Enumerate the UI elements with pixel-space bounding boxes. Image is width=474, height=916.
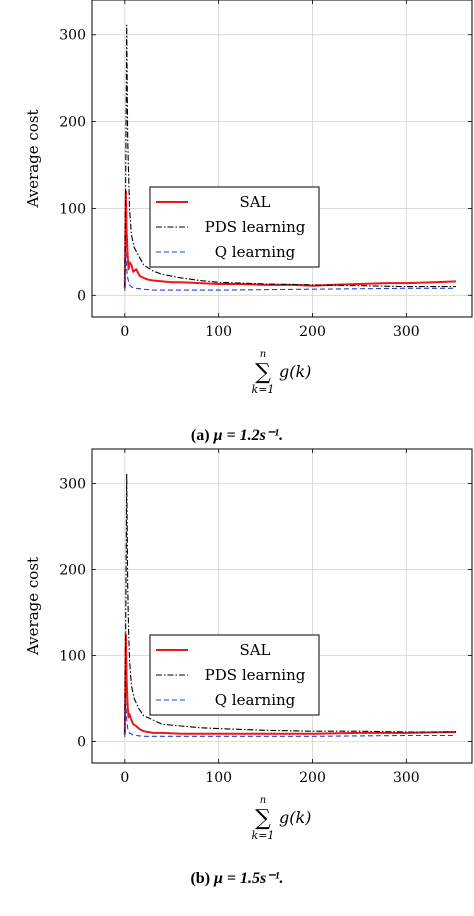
series-group	[123, 473, 457, 738]
y-tick-label: 300	[59, 476, 86, 492]
legend-entry: Q learning	[215, 243, 296, 261]
x-label-sum-top: n	[260, 795, 266, 806]
legend-entry: PDS learning	[205, 218, 306, 236]
x-tick-label: 0	[120, 770, 129, 786]
y-axis-label: Average cost	[24, 557, 42, 656]
caption-math: μ = 1.2s⁻¹.	[213, 427, 283, 444]
x-label-sum-bottom: k=1	[252, 829, 275, 842]
y-tick-label: 100	[59, 648, 86, 664]
x-label-expression: g(k)	[279, 808, 311, 827]
x-label-sum-symbol: ∑	[255, 806, 271, 831]
y-tick-label: 0	[77, 288, 86, 304]
legend-entry: SAL	[239, 193, 270, 211]
series-line-sal	[123, 190, 457, 289]
x-tick-label: 100	[205, 770, 232, 786]
caption-math: μ = 1.5s⁻¹.	[213, 870, 283, 887]
series-line-sal	[123, 633, 457, 735]
series-line-pds-learning	[124, 24, 456, 288]
legend-entry: SAL	[239, 641, 270, 659]
x-label-sum-bottom: k=1	[252, 383, 275, 396]
axes-frame	[91, 0, 473, 318]
legend-entry: PDS learning	[205, 666, 306, 684]
legend-entry: Q learning	[215, 691, 296, 709]
legend-box	[149, 186, 320, 268]
x-tick-label: 200	[299, 770, 326, 786]
caption-label: (a)	[191, 427, 214, 444]
x-label-expression: g(k)	[279, 362, 311, 381]
figure-caption: (b) μ = 1.5s⁻¹.	[190, 870, 283, 887]
y-tick-label: 300	[59, 28, 86, 44]
caption-label: (b)	[190, 870, 214, 887]
x-label-sum-top: n	[260, 349, 266, 360]
y-tick-label: 100	[59, 201, 86, 217]
y-axis-label: Average cost	[24, 109, 42, 208]
x-tick-label: 100	[205, 324, 232, 340]
y-tick-label: 0	[77, 734, 86, 750]
figure-caption: (a) μ = 1.2s⁻¹.	[191, 427, 283, 444]
series-line-q-learning	[124, 702, 456, 738]
x-tick-label: 0	[120, 324, 129, 340]
series-line-pds-learning	[124, 473, 456, 733]
y-tick-label: 200	[59, 562, 86, 578]
chart-1: 0 100 200 300 0 100 200 300 Average cost n∑k=1 g(k…	[24, 0, 473, 444]
y-tick-label: 200	[59, 115, 86, 131]
series-line-q-learning	[124, 251, 456, 291]
x-tick-label: 300	[393, 324, 420, 340]
x-tick-label: 200	[299, 324, 326, 340]
x-label-sum-symbol: ∑	[255, 360, 271, 385]
chart-2: 0 100 200 300 0 100 200 300 Average cost n∑k=1 g(k…	[24, 448, 473, 887]
series-group	[123, 24, 457, 291]
legend-box	[149, 634, 320, 716]
x-tick-label: 300	[393, 770, 420, 786]
axes-frame	[91, 448, 473, 764]
